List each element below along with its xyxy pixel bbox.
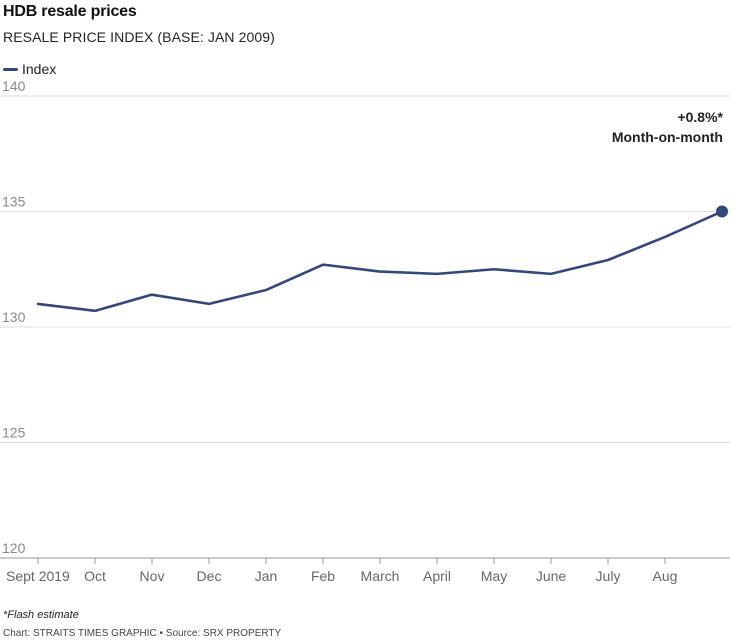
y-tick-label: 140: [2, 80, 26, 94]
legend-swatch: [3, 67, 18, 71]
y-tick-label: 135: [2, 194, 26, 210]
x-tick-label: Feb: [311, 568, 335, 584]
latest-data-point: [716, 205, 728, 218]
chart-credit: Chart: STRAITS TIMES GRAPHIC • Source: S…: [3, 628, 282, 639]
series-line-index: [36, 210, 724, 313]
x-tick-label: May: [481, 568, 507, 584]
y-tick-label: 125: [2, 425, 26, 441]
x-tick-label: Sept 2019: [6, 568, 70, 584]
y-tick-label: 130: [2, 309, 26, 325]
footnote: *Flash estimate: [3, 609, 79, 621]
annotation-label: Month-on-month: [612, 129, 723, 145]
chart-title: HDB resale prices: [3, 3, 137, 20]
x-tick-label: June: [536, 568, 567, 584]
x-tick-label: Dec: [197, 568, 222, 584]
legend-label: Index: [22, 61, 57, 77]
legend: Index: [3, 61, 56, 77]
x-tick-label: Oct: [84, 568, 106, 584]
x-tick-label: April: [423, 568, 451, 584]
annotation-change: +0.8%*: [677, 109, 723, 125]
x-tick-label: July: [596, 568, 621, 584]
chart-subtitle: RESALE PRICE INDEX (BASE: JAN 2009): [3, 29, 275, 45]
line-chart: 120 125 130 135 140 Sept 2019 Oct Nov Dec Jan Feb M…: [0, 80, 730, 584]
y-tick-label: 120: [2, 540, 26, 556]
x-tick-label: Jan: [255, 568, 278, 584]
x-tick-label: March: [361, 568, 400, 584]
x-tick-label: Nov: [140, 568, 165, 584]
x-tick-label: Aug: [653, 568, 678, 584]
